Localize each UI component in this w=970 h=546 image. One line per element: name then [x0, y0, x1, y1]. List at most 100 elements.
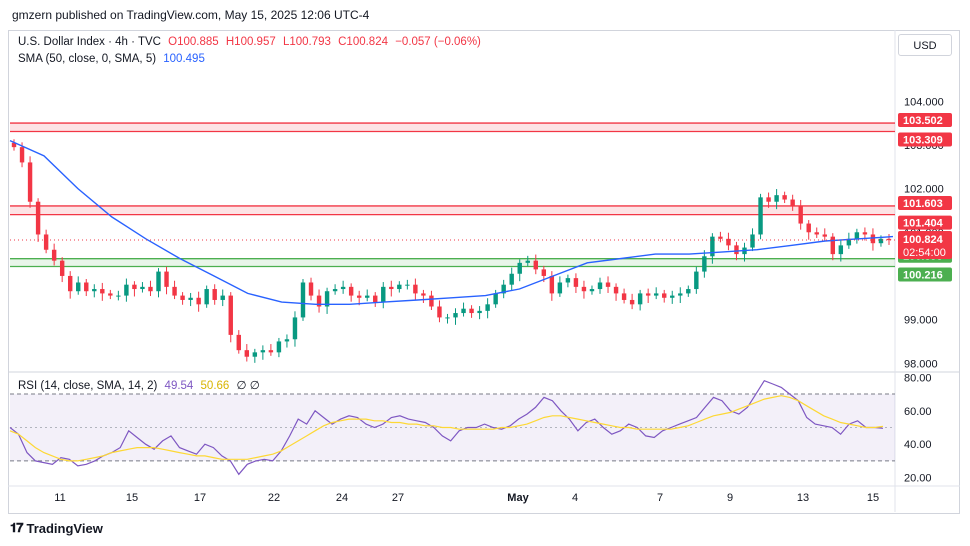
candle-body — [228, 295, 233, 335]
rsi-legend: RSI (14, close, SMA, 14, 2) 49.54 50.66 … — [18, 378, 264, 392]
candle-body — [565, 278, 571, 283]
candle-body — [581, 286, 587, 292]
candle-body — [316, 295, 322, 307]
price-tick-label: 98.000 — [904, 358, 938, 370]
resistance-1-price-tag — [898, 132, 952, 147]
candle-body — [92, 289, 97, 292]
candle-body — [67, 275, 73, 292]
candle-body — [124, 284, 129, 296]
change-value: −0.057 (−0.06%) — [395, 36, 481, 48]
time-tick-label: 15 — [867, 492, 879, 504]
candle-body — [637, 293, 643, 305]
resistance-1-zone — [10, 123, 895, 132]
high-value: H100.957 — [225, 36, 276, 48]
candle-body — [710, 236, 715, 257]
candle-body — [774, 195, 779, 202]
candle-body — [11, 142, 17, 148]
resistance-1-price-tag-label: 103.309 — [903, 134, 943, 146]
support-price-tag — [898, 267, 952, 282]
candle-body — [156, 271, 161, 292]
resistance-2-price-tag-label: 101.603 — [903, 198, 943, 210]
candle-body — [726, 238, 731, 246]
time-tick-label: 22 — [268, 492, 280, 504]
candle-body — [469, 308, 474, 314]
candle-body — [605, 282, 611, 287]
candle-body — [59, 260, 65, 276]
rsi-tick-label: 20.00 — [904, 473, 932, 485]
candle-body — [284, 339, 290, 342]
candle-body — [268, 350, 274, 353]
candle-body — [718, 236, 723, 239]
price-tick-label: 99.000 — [904, 315, 938, 327]
candle-body — [822, 234, 827, 237]
rsi-extra: ∅ ∅ — [236, 380, 260, 392]
candle-body — [252, 352, 258, 357]
candle-body — [493, 293, 498, 305]
candle-body — [429, 295, 434, 307]
candle-body — [381, 286, 386, 303]
candle-body — [220, 295, 225, 300]
candle-body — [653, 293, 659, 296]
candle-body — [573, 278, 579, 287]
countdown-label: 02:54:00 — [903, 247, 946, 259]
resistance-2-zone — [10, 205, 895, 215]
close-value: C100.824 — [338, 36, 388, 48]
candle-body — [340, 286, 346, 290]
candle-body — [260, 350, 266, 353]
low-value: L100.793 — [282, 36, 331, 48]
candle-body — [750, 234, 755, 248]
candle-body — [870, 234, 876, 244]
candle-body — [838, 245, 844, 255]
rsi-label: RSI (14, close, SMA, 14, 2) — [18, 380, 158, 392]
support-price-tag-label: 100.216 — [903, 270, 943, 282]
currency-button[interactable]: USD — [898, 34, 952, 56]
candle-body — [437, 306, 442, 318]
candle-body — [405, 284, 410, 286]
candle-body — [196, 297, 201, 305]
candle-body — [686, 289, 691, 294]
rsi-tick-label: 80.00 — [904, 372, 932, 384]
resistance-1-price-tag-label: 103.502 — [903, 115, 943, 127]
price-legend: U.S. Dollar Index · 4h · TVC O100.885 H1… — [18, 36, 485, 48]
candle-body — [694, 271, 699, 290]
sma-legend: SMA (50, close, 0, SMA, 5) 100.495 — [18, 53, 209, 65]
candle-body — [445, 317, 450, 319]
candle-body — [806, 223, 811, 233]
symbol-label: U.S. Dollar Index · 4h · TVC — [18, 36, 161, 48]
candle-body — [846, 238, 852, 246]
candle-body — [19, 147, 25, 163]
candle-body — [421, 293, 426, 296]
rsi-value: 49.54 — [164, 380, 194, 392]
resistance-1-price-tag — [898, 113, 952, 128]
time-tick-label: May — [507, 492, 529, 504]
candle-body — [862, 232, 868, 235]
chart-frame — [8, 30, 960, 514]
candle-body — [300, 282, 306, 318]
time-tick-label: 13 — [797, 492, 809, 504]
time-tick-label: 11 — [54, 492, 65, 504]
resistance-2-price-tag — [898, 195, 952, 210]
candle-body — [878, 238, 884, 244]
candle-body — [477, 310, 482, 314]
candle-body — [525, 260, 530, 263]
candle-body — [84, 282, 89, 292]
candle-body — [76, 282, 81, 292]
candle-body — [332, 289, 338, 292]
time-tick-label: 24 — [336, 492, 348, 504]
candle-body — [324, 291, 330, 307]
rsi-ma-line — [9, 395, 884, 462]
candle-body — [373, 295, 378, 303]
candle-body — [108, 293, 113, 296]
sma-value: 100.495 — [163, 53, 205, 65]
candle-body — [886, 238, 892, 241]
candle-body — [100, 289, 105, 294]
candle-body — [172, 286, 177, 296]
candle-body — [621, 293, 627, 300]
candle-body — [413, 284, 418, 294]
price-tick-label: 104.000 — [904, 96, 944, 108]
candle-body — [276, 341, 282, 353]
candle-body — [244, 350, 250, 357]
resistance-2-price-tag — [898, 215, 952, 230]
rsi-tick-label: 60.00 — [904, 406, 932, 418]
